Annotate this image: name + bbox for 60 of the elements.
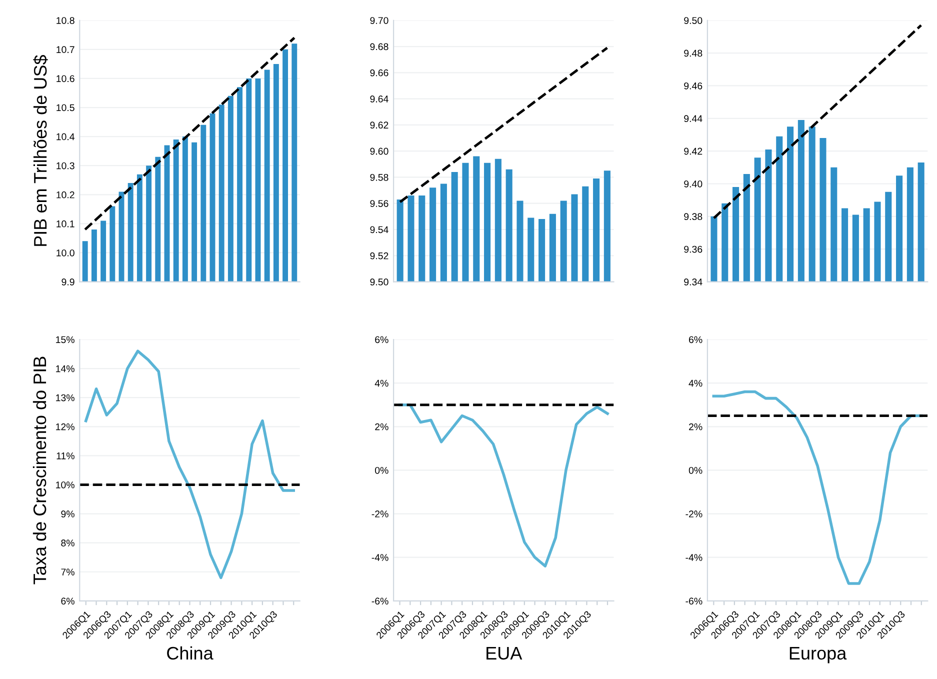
- y-axis-title: Taxa de Crescimento do PIB: [32, 356, 46, 584]
- y-tick-label: 9.68: [370, 43, 388, 50]
- y-tick-label: 10.2: [56, 191, 74, 198]
- y-tick-label: -6%: [372, 598, 388, 605]
- y-tick-label: 2%: [689, 423, 702, 430]
- x-axis-title: China: [167, 646, 214, 660]
- y-tick-label: 9.40: [684, 180, 702, 188]
- y-tick-label: 6%: [689, 336, 702, 344]
- y-tick-label: 10.3: [56, 162, 74, 170]
- y-tick-label: 7%: [61, 568, 74, 576]
- x-axis-title: EUA: [486, 647, 522, 660]
- y-tick-label: 9.60: [370, 148, 388, 155]
- y-tick-label: 14%: [56, 365, 74, 372]
- y-tick-label: 9.70: [370, 17, 388, 24]
- y-tick-label: 9.66: [370, 69, 388, 76]
- y-tick-label: 13%: [56, 394, 74, 402]
- y-tick-label: 0%: [688, 466, 702, 474]
- y-tick-label: 10.6: [56, 75, 74, 82]
- y-tick-label: 4%: [688, 380, 702, 387]
- y-tick-label: 9.64: [370, 96, 388, 102]
- y-tick-label: 9.48: [684, 50, 702, 57]
- y-tick-label: 9.9: [62, 278, 74, 286]
- y-tick-label: 9.38: [684, 213, 702, 220]
- y-tick-label: 9.50: [684, 17, 702, 24]
- y-tick-label: 10.7: [56, 46, 74, 54]
- y-tick-label: 9.50: [370, 278, 388, 286]
- y-tick-label: 2%: [375, 423, 388, 430]
- y-tick-label: -2%: [372, 510, 388, 518]
- line-series: [84, 350, 295, 580]
- y-tick-label: 4%: [374, 380, 388, 387]
- y-tick-label: 9.42: [684, 148, 702, 155]
- y-tick-label: 10.0: [56, 249, 74, 256]
- y-tick-label: 15%: [56, 336, 74, 344]
- y-tick-label: 9.54: [370, 226, 388, 234]
- y-tick-label: 8%: [61, 540, 74, 546]
- y-tick-label: -4%: [686, 554, 702, 561]
- y-tick-label: 6%: [61, 598, 74, 605]
- y-tick-label: 6%: [375, 336, 388, 344]
- y-tick-label: -4%: [372, 554, 388, 561]
- y-tick-label: 0%: [375, 466, 388, 474]
- y-tick-label: 12%: [56, 423, 74, 430]
- y-tick-label: -2%: [686, 510, 702, 518]
- y-tick-label: 9.34: [684, 278, 702, 286]
- y-tick-label: 9.46: [684, 82, 702, 90]
- y-tick-label: 11%: [56, 452, 74, 460]
- y-tick-label: 10.1: [56, 220, 74, 228]
- y-tick-label: 10%: [56, 481, 74, 488]
- y-tick-label: 10.4: [56, 133, 74, 140]
- y-tick-label: 10.8: [56, 17, 74, 24]
- y-tick-label: 10.5: [56, 104, 74, 112]
- y-tick-label: 9.52: [370, 252, 388, 260]
- y-tick-label: 9.56: [370, 200, 388, 207]
- y-tick-label: 9%: [61, 510, 74, 518]
- y-tick-label: 9.58: [370, 174, 388, 181]
- y-tick-label: -6%: [686, 598, 702, 605]
- y-tick-label: 9.36: [684, 246, 702, 253]
- x-axis-title: Europa: [790, 647, 847, 664]
- y-axis-title: PIB em Trilhões de US$: [33, 55, 48, 246]
- y-tick-label: 9.44: [684, 115, 702, 122]
- y-tick-label: 9.62: [370, 122, 388, 129]
